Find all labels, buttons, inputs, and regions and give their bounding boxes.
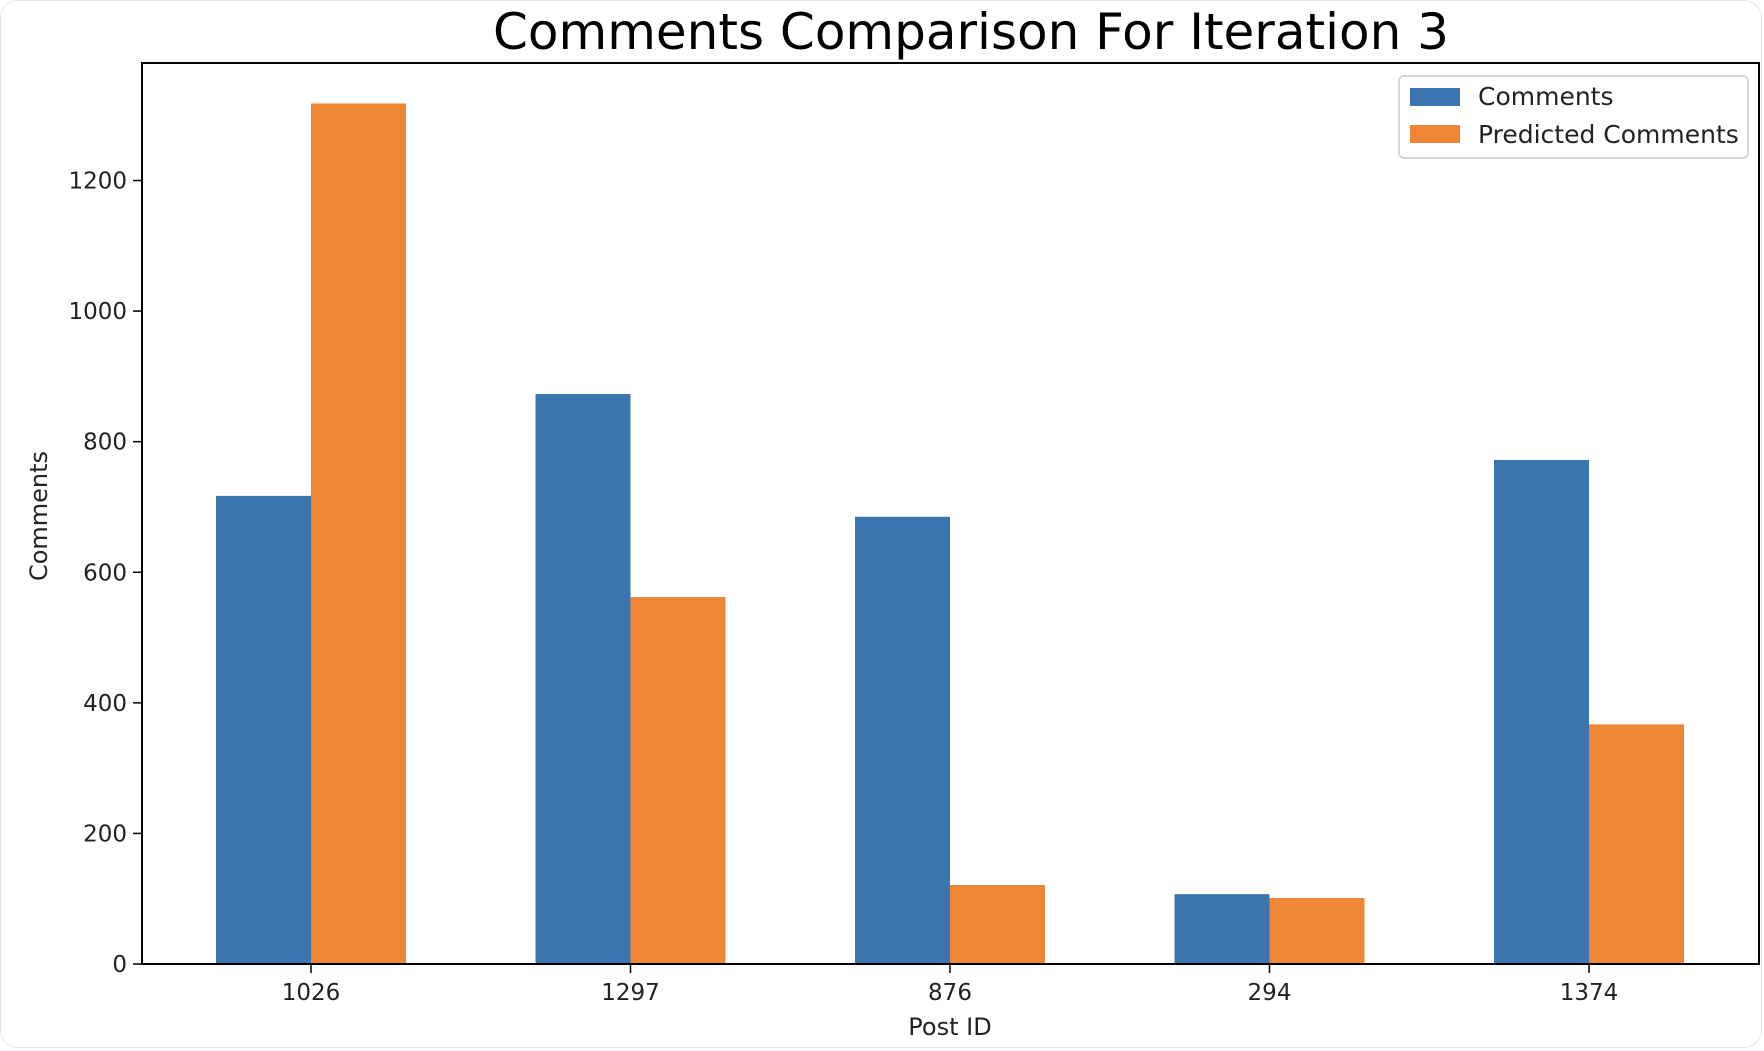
- y-tick-label: 0: [112, 952, 127, 978]
- bar-predicted-comments-1297: [630, 597, 726, 964]
- x-axis-label: Post ID: [908, 1013, 991, 1041]
- bar-comments-1374: [1494, 459, 1589, 964]
- legend-label-predicted-comments: Predicted Comments: [1478, 120, 1739, 149]
- x-tick-label: 1374: [1560, 980, 1619, 1006]
- bar-comments-876: [855, 516, 950, 964]
- y-tick-label: 600: [83, 560, 127, 586]
- legend: Comments Predicted Comments: [1398, 75, 1749, 159]
- bar-comments-1297: [535, 394, 631, 965]
- x-tick-label: 1026: [282, 980, 341, 1006]
- y-axis-ticks: 0 200 400 600 800 1000 1200: [68, 169, 142, 978]
- y-tick-label: 1200: [68, 169, 127, 195]
- y-axis-label: Comments: [25, 451, 53, 581]
- bar-predicted-comments-1026: [311, 103, 406, 964]
- x-tick-label: 876: [928, 980, 972, 1006]
- chart-title: Comments Comparison For Iteration 3: [493, 3, 1449, 61]
- x-axis-ticks: 1026 1297 876 294 1374: [282, 964, 1619, 1006]
- y-tick-label: 800: [83, 430, 127, 456]
- y-tick-label: 400: [83, 691, 127, 717]
- bar-predicted-comments-1374: [1589, 724, 1684, 964]
- x-tick-label: 1297: [601, 980, 660, 1006]
- bars-group: [216, 103, 1684, 965]
- legend-swatch-comments: [1410, 88, 1460, 106]
- y-tick-label: 1000: [68, 299, 127, 325]
- legend-box: [1398, 75, 1749, 159]
- legend-label-comments: Comments: [1478, 82, 1614, 111]
- bar-comments-1026: [216, 495, 311, 964]
- legend-swatch-predicted-comments: [1410, 125, 1460, 143]
- bar-predicted-comments-294: [1269, 898, 1365, 964]
- x-tick-label: 294: [1248, 980, 1292, 1006]
- y-tick-label: 200: [83, 821, 127, 847]
- bar-comments-294: [1174, 894, 1270, 964]
- bar-predicted-comments-876: [950, 884, 1045, 964]
